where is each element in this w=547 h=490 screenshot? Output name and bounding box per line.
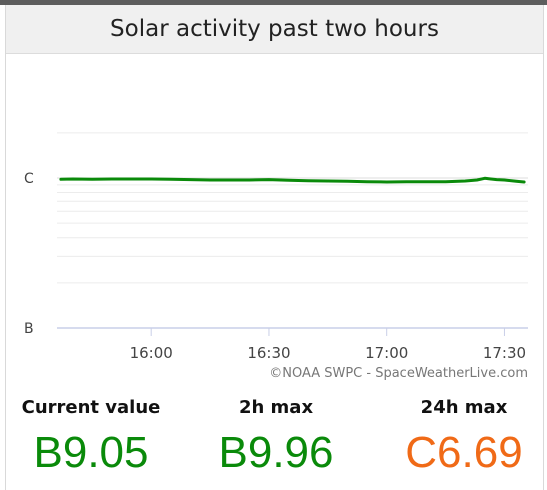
y-tick-label: C <box>24 171 34 187</box>
x-axis-ticks: 16:00 16:30 17:00 17:30 <box>130 328 526 362</box>
stat-label-2h-max: 2h max <box>238 397 314 418</box>
panel-title: Solar activity past two hours <box>110 16 439 42</box>
stat-label-24h-max: 24h max <box>420 397 508 418</box>
x-tick-label: 16:30 <box>247 344 290 362</box>
solar-activity-panel: Solar activity past two hours <box>5 5 544 490</box>
stat-24h-max: 24h max C6.69 <box>373 385 547 478</box>
stat-label-current: Current value <box>21 397 161 418</box>
y-tick-label: B <box>24 321 34 337</box>
stats-row: Current value B9.05 2h max B9.96 24h max… <box>0 385 547 490</box>
gridlines <box>57 132 528 329</box>
flux-series-line <box>59 176 526 184</box>
x-tick-label: 16:00 <box>130 344 173 362</box>
stat-current: Current value B9.05 <box>0 385 182 478</box>
y-axis-ticks: CB <box>24 171 34 337</box>
stat-2h-max: 2h max B9.96 <box>185 385 367 478</box>
chart-credit: ©NOAA SWPC - SpaceWeatherLive.com <box>269 366 528 381</box>
solar-flux-chart: CB 16:00 16:30 17:00 17:30 ©NOAA SWPC - Spa… <box>24 132 528 381</box>
series-layer <box>59 176 526 184</box>
stat-value-24h-max: C6.69 <box>405 428 523 477</box>
stat-value-2h-max: B9.96 <box>218 428 334 477</box>
x-tick-label: 17:00 <box>365 344 408 362</box>
stat-value-current: B9.05 <box>33 428 149 477</box>
panel-header: Solar activity past two hours <box>6 5 543 54</box>
x-tick-label: 17:30 <box>483 344 526 362</box>
top-bar <box>0 0 547 5</box>
